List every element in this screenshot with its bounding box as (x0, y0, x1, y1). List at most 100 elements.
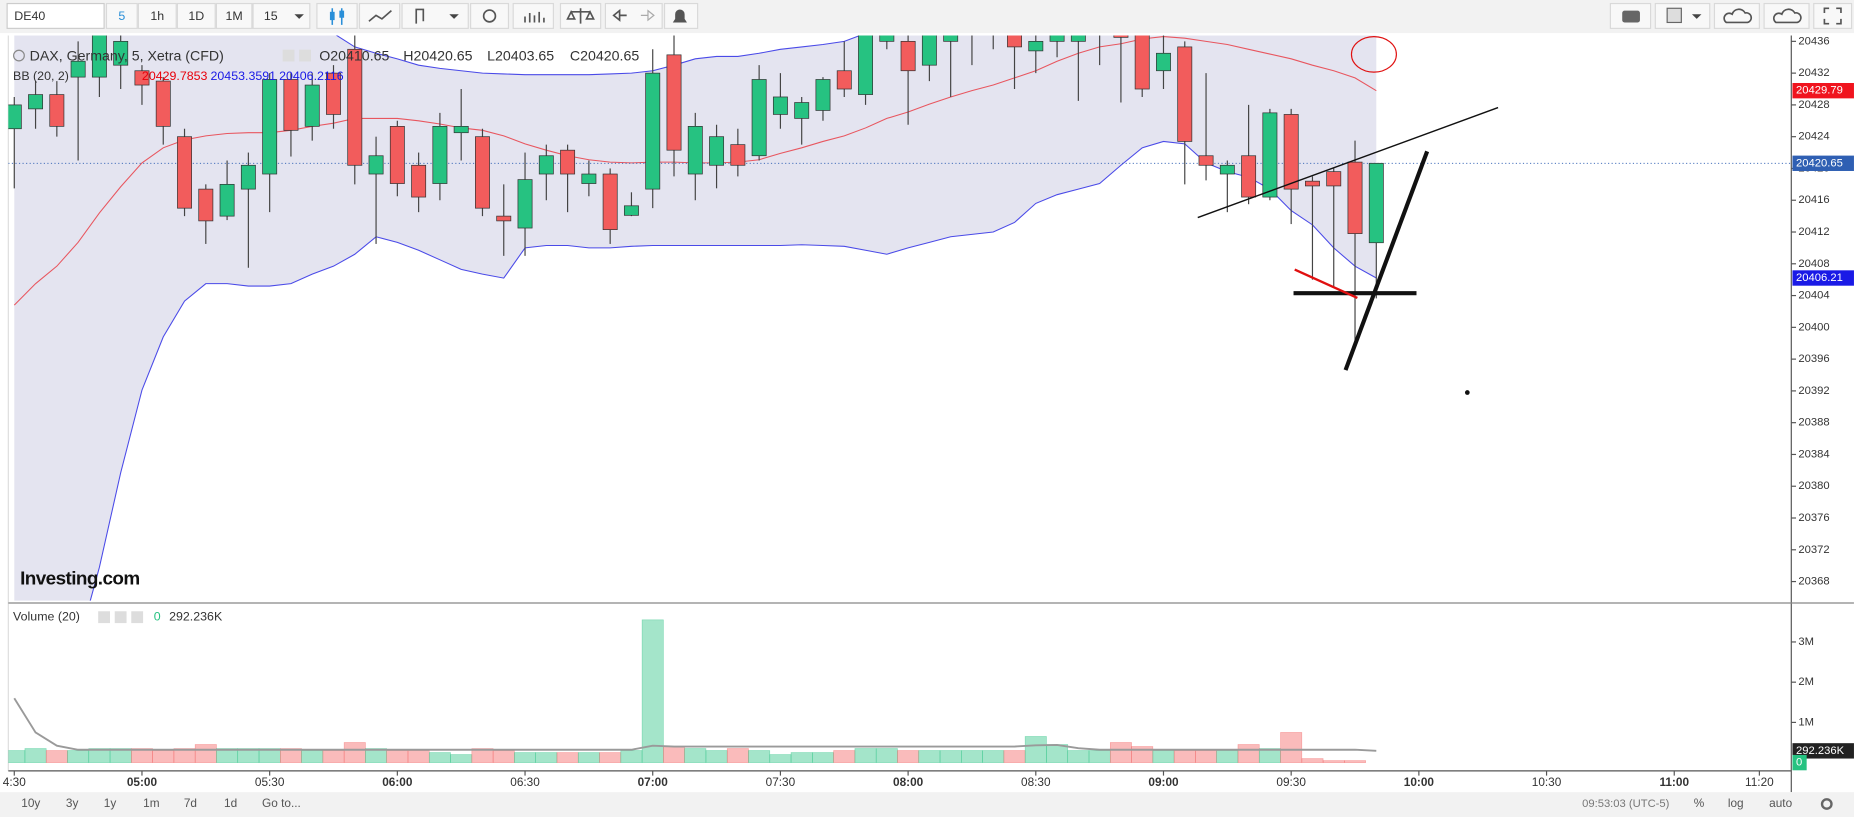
candle-body (304, 84, 320, 127)
cloud-save[interactable] (1763, 2, 1810, 29)
volume-bar (577, 752, 600, 763)
scale-option[interactable]: auto (1769, 796, 1792, 810)
price-label: 20420.65 (1796, 157, 1843, 169)
volume-bar (641, 619, 664, 763)
candle-body (687, 125, 703, 175)
instrument: DAX, Germany, 5, Xetra (CFD) (30, 49, 224, 65)
interval-button[interactable] (137, 2, 177, 29)
candle-body (1134, 35, 1150, 90)
interval: 1D (188, 9, 204, 23)
alert-button[interactable] (663, 2, 699, 29)
volume-bar (1237, 744, 1260, 763)
layout-button[interactable] (1654, 2, 1711, 29)
candle-body (70, 60, 86, 78)
candle-body (28, 94, 44, 110)
candle-body (1113, 35, 1129, 38)
icon (339, 10, 345, 18)
volume-last-box (1792, 754, 1807, 771)
scale-option[interactable]: log (1728, 796, 1744, 810)
icon (1772, 8, 1802, 24)
ohlc-low: L20403.65 (487, 49, 554, 65)
watermark: Investing.com (20, 568, 139, 589)
line-button[interactable] (358, 2, 401, 29)
volume-bar (961, 750, 983, 763)
candle-body (730, 144, 746, 166)
candle-body (943, 35, 959, 42)
volume-bar (556, 752, 579, 763)
volume-bar (769, 754, 792, 763)
footer-settings[interactable] (1820, 798, 1833, 810)
price-pane (8, 35, 1792, 601)
volume-bar (1088, 750, 1111, 763)
legend-icon[interactable] (114, 611, 127, 624)
draw-button[interactable] (401, 2, 469, 29)
range-button[interactable]: 3y (66, 796, 79, 810)
range-button[interactable]: 1d (224, 796, 237, 810)
volume-bar (386, 750, 409, 763)
clock: 09:53:03 (UTC-5) (1582, 798, 1670, 810)
legend-icon[interactable] (131, 611, 144, 624)
candle-body (772, 96, 788, 115)
cloud-load[interactable] (1713, 2, 1760, 29)
volume-pane (8, 619, 1377, 763)
volume-bar (322, 750, 345, 763)
candle-body (1262, 112, 1278, 198)
volume-bar (8, 750, 26, 763)
volume-ma (13, 697, 1377, 752)
candle-body (1347, 161, 1363, 234)
interval-button[interactable] (215, 2, 253, 29)
volume-bar (1109, 742, 1132, 763)
volume-bar (684, 748, 707, 763)
volume-ma-value: 292.236K (169, 609, 223, 623)
ohlc-close: C20420.65 (570, 49, 639, 65)
x-tick-label: 07:30 (766, 775, 796, 789)
y-tick-label: 20404 (1798, 290, 1829, 302)
range-button[interactable]: 10y (21, 796, 40, 810)
range-button[interactable]: Go to... (262, 796, 301, 810)
bb-lower-value: 20406.2116 (279, 69, 344, 83)
ohlc-high: H20420.65 (403, 49, 472, 65)
y-tick-label: 20388 (1798, 417, 1829, 429)
interval-button[interactable] (105, 2, 138, 29)
candle-body (198, 188, 214, 222)
candle-body (262, 79, 278, 175)
candle-body (1305, 180, 1320, 187)
x-tick-label: 06:00 (382, 775, 413, 789)
legend-icon[interactable] (299, 49, 311, 62)
toolbar-icons (316, 2, 1853, 29)
volume-bar (1216, 750, 1239, 763)
volume-bar (1322, 760, 1345, 763)
range-button[interactable]: 1m (143, 796, 160, 810)
candle-button[interactable] (316, 2, 358, 29)
icon (1823, 7, 1842, 25)
fullscreen-button[interactable] (1813, 2, 1853, 29)
candle-body (347, 48, 363, 166)
interval-button[interactable] (176, 2, 216, 29)
volume-tick-label: 2M (1798, 676, 1814, 688)
collapse-icon[interactable] (13, 49, 25, 62)
candle-body (623, 205, 639, 216)
volume-bar (833, 750, 856, 763)
icon (449, 14, 459, 19)
icon (1723, 8, 1753, 24)
symbol: DE40 (14, 9, 45, 23)
volume-bar (45, 750, 68, 763)
x-tick-label: 05:00 (127, 775, 158, 789)
indicators-button[interactable] (512, 2, 554, 29)
y-tick-label: 20372 (1798, 544, 1829, 556)
candle-body (240, 164, 256, 190)
scale-option[interactable]: % (1694, 796, 1705, 810)
range-button[interactable]: 1y (104, 796, 117, 810)
candle-body (1368, 162, 1384, 244)
y-tick-label: 20424 (1798, 131, 1829, 143)
legend-icon[interactable] (98, 611, 110, 624)
range-button[interactable]: 7d (184, 796, 197, 810)
candle-body (177, 136, 192, 209)
symbol-input[interactable] (6, 2, 105, 29)
icon (329, 11, 335, 21)
legend-icon[interactable] (282, 49, 295, 62)
price-label-box (1792, 270, 1854, 286)
interval: 15 (264, 9, 278, 23)
settings-button[interactable] (470, 2, 510, 29)
